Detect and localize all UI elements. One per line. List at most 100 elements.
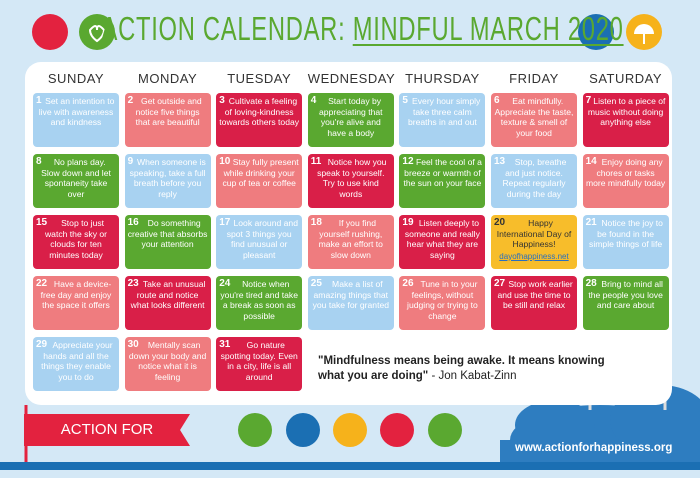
weekday: FRIDAY xyxy=(509,71,559,86)
day-number: 26 xyxy=(402,278,414,289)
day-cell: 17 Look around and spot 3 things you find… xyxy=(216,215,303,269)
day-text: Tune in to your feelings, without judgin… xyxy=(407,279,478,321)
day-number: 7 xyxy=(585,95,592,106)
day-number: 15 xyxy=(36,217,48,228)
day-text: Take an unusual route and notice what lo… xyxy=(130,279,206,311)
day-cell: 20 Happy International Day of Happiness! d… xyxy=(491,215,577,269)
day-cell: 5 Every hour simply take three calm breat… xyxy=(399,93,486,147)
day-cell: 26 Tune in to your feelings, without judg… xyxy=(399,276,486,330)
day-cell: 1 Set an intention to live with awareness… xyxy=(33,93,119,147)
weekday: SATURDAY xyxy=(589,71,663,86)
weekday: THURSDAY xyxy=(405,71,480,86)
day-text: Have a device-free day and enjoy the spa… xyxy=(40,279,112,311)
icon-swim xyxy=(578,14,614,50)
day-number: 31 xyxy=(219,339,231,350)
day-cell: 29 Appreciate your hands and all the thin… xyxy=(33,337,119,391)
day-text: Eat mindfully. Appreciate the taste, tex… xyxy=(494,96,574,138)
day-cell: 10 Stay fully present while drinking your… xyxy=(216,154,303,208)
day-cell: 19 Listen deeply to someone and really he… xyxy=(399,215,486,269)
day-number: 16 xyxy=(127,217,139,228)
day-number: 23 xyxy=(127,278,139,289)
day-cell: 2 Get outside and notice five things that… xyxy=(124,93,211,147)
icon-thumb xyxy=(32,14,68,50)
website-url: www.actionforhappiness.org xyxy=(515,442,673,454)
day-link[interactable]: dayofhappiness.net xyxy=(499,251,569,261)
day-number: 24 xyxy=(219,278,231,289)
day-number: 10 xyxy=(219,156,231,167)
day-text: Feel the cool of a breeze or warmth of t… xyxy=(403,157,482,189)
weekday: SUNDAY xyxy=(47,71,105,86)
day-cell: 14 Enjoy doing any chores or tasks more m… xyxy=(582,154,669,208)
day-cell: 27 Stop work earlier and use the time to … xyxy=(491,276,577,330)
day-number: 5 xyxy=(402,95,408,106)
day-cell: 3 Cultivate a feeling of loving-kindness … xyxy=(216,93,303,147)
day-cell: 21 Notice the joy to be found in the simp… xyxy=(582,215,669,269)
day-number: 20 xyxy=(494,217,506,228)
day-text: Mentally scan down your body and notice … xyxy=(128,340,207,382)
day-text: Stop work earlier and use the time to be… xyxy=(497,279,573,311)
day-number: 9 xyxy=(127,156,134,167)
day-number: 30 xyxy=(127,339,139,350)
day-text: Cultivate a feeling of loving-kindness t… xyxy=(219,96,300,128)
day-cell: 28 Bring to mind all the people you love … xyxy=(582,276,669,330)
day-number: 29 xyxy=(36,339,48,350)
day-text: Happy International Day of Happiness! xyxy=(496,218,572,250)
day-text: Start today by appreciating that you're … xyxy=(319,96,383,138)
day-text: Appreciate your hands and all the things… xyxy=(41,340,113,382)
icon-cup xyxy=(238,413,272,447)
icon-apple xyxy=(333,413,367,447)
day-cell: 9 When someone is speaking, take a full b… xyxy=(124,154,211,208)
day-number: 14 xyxy=(585,156,597,167)
day-number: 8 xyxy=(36,156,42,167)
day-text: Listen deeply to someone and really hear… xyxy=(404,218,480,260)
day-text: Notice how you speak to yourself. Try to… xyxy=(317,157,387,199)
day-text: Look around and spot 3 things you find u… xyxy=(226,218,298,260)
day-cell: 30 Mentally scan down your body and notic… xyxy=(124,337,211,391)
day-number: 25 xyxy=(310,278,322,289)
day-text: Go nature spotting today. Even in a city… xyxy=(220,340,298,382)
day-number: 22 xyxy=(36,278,48,289)
day-number: 3 xyxy=(219,95,225,106)
quote: "Mindfulness means being awake. It means… xyxy=(318,354,608,384)
day-number: 21 xyxy=(585,217,597,228)
day-number: 4 xyxy=(310,95,317,106)
icon-phone xyxy=(286,413,320,447)
quote-author: - Jon Kabat-Zinn xyxy=(431,370,517,382)
day-cell: 13 Stop, breathe and just notice. Repeat … xyxy=(491,154,577,208)
day-cell: 6 Eat mindfully. Appreciate the taste, te… xyxy=(491,93,577,147)
day-text: Enjoy doing any chores or tasks more min… xyxy=(585,157,666,189)
title: ACTION CALENDAR: MINDFUL MARCH 2020 xyxy=(0,10,700,48)
day-number: 13 xyxy=(494,156,506,167)
day-text: If you find yourself rushing, make an ef… xyxy=(318,218,383,260)
icon-heart xyxy=(79,14,115,50)
day-number: 28 xyxy=(585,278,597,289)
day-text: Listen to a piece of music without doing… xyxy=(587,96,666,128)
icon-magnifier xyxy=(380,413,414,447)
day-cell: 25 Make a list of amazing things that you… xyxy=(307,276,394,330)
day-cell: 18 If you find yourself rushing, make an … xyxy=(307,215,394,269)
day-text: Stay fully present while drinking your c… xyxy=(222,157,299,189)
day-text: Stop, breathe and just notice. Repeat re… xyxy=(502,157,567,199)
day-cell: 7 Listen to a piece of music without doin… xyxy=(582,93,669,147)
weekday: TUESDAY xyxy=(227,71,292,86)
day-cell: 4 Start today by appreciating that you're… xyxy=(307,93,394,147)
day-cell: 22 Have a device-free day and enjoy the s… xyxy=(33,276,119,330)
day-text: Make a list of amazing things that you t… xyxy=(312,279,390,311)
title-prefix: ACTION CALENDAR: xyxy=(101,10,346,47)
day-text: No plans day. Slow down and let spontane… xyxy=(41,157,111,199)
day-text: When someone is speaking, take a full br… xyxy=(129,157,206,199)
day-text: Notice when you're tired and take a brea… xyxy=(220,279,298,321)
day-number: 6 xyxy=(494,95,500,106)
day-text: Bring to mind all the people you love an… xyxy=(588,279,663,311)
day-number: 12 xyxy=(402,156,414,167)
title-main: MINDFUL MARCH 2020 xyxy=(352,10,624,47)
day-number: 1 xyxy=(36,95,42,106)
day-text: Notice the joy to be found in the simple… xyxy=(589,218,663,250)
day-cell: 15 Stop to just watch the sky or clouds f… xyxy=(33,215,119,269)
day-cell: 24 Notice when you're tired and take a br… xyxy=(216,276,303,330)
day-number: 19 xyxy=(402,217,414,228)
icon-book xyxy=(428,413,462,447)
day-text: Do something creative that absorbs your … xyxy=(127,218,208,250)
day-text: Set an intention to live with awareness … xyxy=(38,96,115,128)
